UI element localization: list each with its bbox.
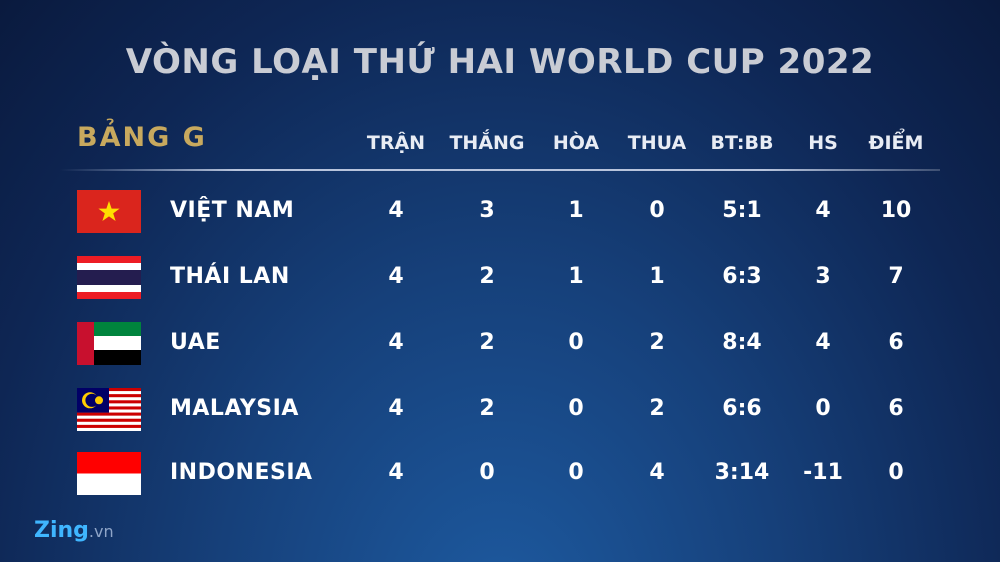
stat-cell: 1 [649, 264, 665, 289]
stat-cell: 0 [815, 396, 831, 421]
stat-cell: 2 [649, 330, 665, 355]
stat-cell: 10 [880, 198, 912, 223]
uae-flag-icon [77, 322, 141, 365]
stat-cell: 2 [479, 396, 495, 421]
stat-cell: -11 [803, 460, 843, 485]
column-header: HS [808, 132, 838, 154]
stat-cell: 2 [479, 264, 495, 289]
stat-cell: 4 [388, 396, 404, 421]
team-name: THÁI LAN [170, 264, 290, 289]
table-row: UAE 4 2 0 2 8:4 4 6 [0, 322, 1000, 366]
stat-cell: 7 [888, 264, 904, 289]
stat-cell: 0 [568, 460, 584, 485]
stat-cell: 0 [568, 330, 584, 355]
thailand-flag-icon [77, 256, 141, 299]
stat-cell: 0 [649, 198, 665, 223]
table-row: THÁI LAN 4 2 1 1 6:3 3 7 [0, 256, 1000, 300]
stat-cell: 5:1 [722, 198, 762, 223]
stat-cell: 2 [479, 330, 495, 355]
stat-cell: 3:14 [714, 460, 770, 485]
zing-logo: Zing.vn [34, 518, 114, 543]
stat-cell: 4 [388, 330, 404, 355]
stat-cell: 6 [888, 396, 904, 421]
column-header: THUA [627, 132, 687, 154]
table-row: VIỆT NAM 4 3 1 0 5:1 4 10 [0, 190, 1000, 234]
logo-suffix: .vn [88, 522, 114, 541]
stat-cell: 0 [888, 460, 904, 485]
logo-brand: Zing [34, 518, 89, 543]
table-row: INDONESIA 4 0 0 4 3:14 -11 0 [0, 452, 1000, 496]
team-name: INDONESIA [170, 460, 313, 485]
column-header: THẮNG [449, 132, 525, 154]
stat-cell: 6 [888, 330, 904, 355]
group-label: BẢNG G [77, 122, 207, 153]
stat-cell: 8:4 [722, 330, 762, 355]
stat-cell: 3 [479, 198, 495, 223]
team-name: UAE [170, 330, 221, 355]
stat-cell: 2 [649, 396, 665, 421]
team-name: MALAYSIA [170, 396, 299, 421]
stat-cell: 4 [815, 330, 831, 355]
stat-cell: 4 [815, 198, 831, 223]
stat-cell: 6:6 [722, 396, 762, 421]
stat-cell: 1 [568, 198, 584, 223]
stat-cell: 0 [568, 396, 584, 421]
stat-cell: 1 [568, 264, 584, 289]
stat-cell: 4 [388, 460, 404, 485]
stat-cell: 6:3 [722, 264, 762, 289]
stat-cell: 0 [479, 460, 495, 485]
table-row: MALAYSIA 4 2 0 2 6:6 0 6 [0, 388, 1000, 432]
vietnam-flag-icon [77, 190, 141, 233]
stat-cell: 3 [815, 264, 831, 289]
page-title: VÒNG LOẠI THỨ HAI WORLD CUP 2022 [125, 42, 875, 82]
column-header: HÒA [552, 132, 600, 154]
stat-cell: 4 [388, 264, 404, 289]
column-header: BT:BB [710, 132, 774, 154]
column-header: ĐIỂM [868, 132, 924, 154]
team-name: VIỆT NAM [170, 198, 295, 223]
stat-cell: 4 [388, 198, 404, 223]
malaysia-flag-icon [77, 388, 141, 431]
divider [60, 169, 940, 171]
stat-cell: 4 [649, 460, 665, 485]
indonesia-flag-icon [77, 452, 141, 495]
column-header: TRẬN [366, 132, 426, 154]
